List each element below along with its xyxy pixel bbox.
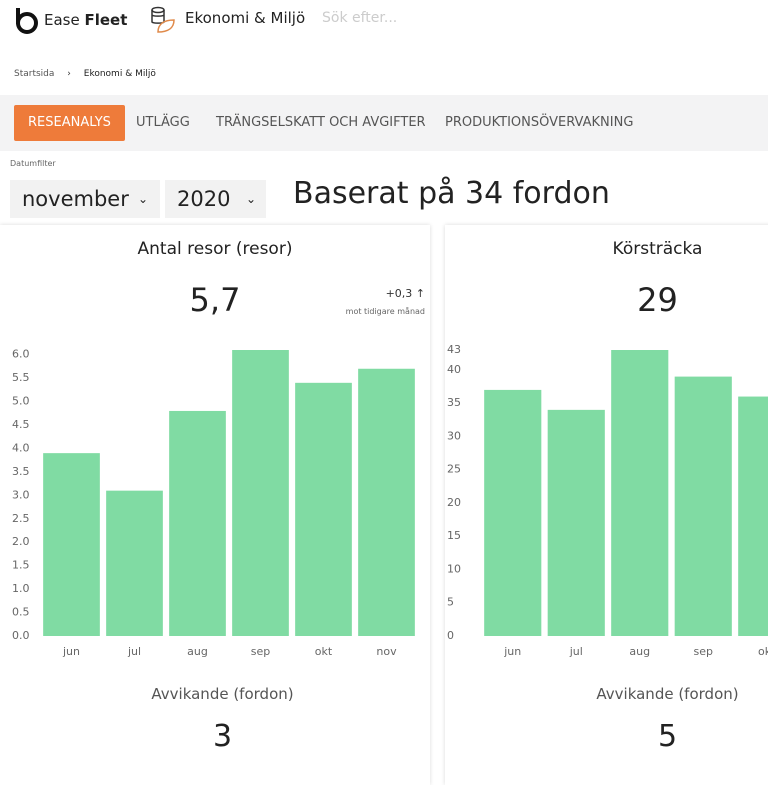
- breadcrumb: Startsida › Ekonomi & Miljö: [14, 69, 156, 79]
- y-tick-label: 5.0: [12, 395, 30, 408]
- x-tick-label: jul: [127, 645, 141, 658]
- y-tick-label: 6.0: [12, 348, 30, 361]
- bar: [169, 410, 226, 636]
- kpi-value: 29: [637, 281, 678, 319]
- x-tick-label: sep: [251, 645, 270, 658]
- search-input[interactable]: Sök efter...: [322, 10, 398, 26]
- x-tick-label: okt: [758, 645, 768, 658]
- panel-title: Körsträcka: [612, 239, 703, 259]
- y-tick-label: 40: [447, 363, 461, 376]
- x-tick-label: jun: [62, 645, 80, 658]
- summary-heading: Baserat på 34 fordon: [293, 176, 610, 211]
- month-value: november: [22, 187, 129, 211]
- tab[interactable]: TRÄNGSELSKATT OCH AVGIFTER: [216, 115, 426, 130]
- y-tick-label: 15: [447, 529, 461, 542]
- bar: [484, 389, 542, 636]
- bar: [295, 382, 352, 636]
- bar: [674, 376, 732, 636]
- deviation-value: 5: [657, 719, 678, 754]
- y-tick-label: 25: [447, 463, 461, 476]
- y-tick-label: 3.5: [12, 465, 30, 478]
- deviation-value: 3: [212, 719, 233, 754]
- bar: [611, 350, 669, 636]
- bar: [358, 368, 415, 636]
- x-tick-label: sep: [694, 645, 713, 658]
- deviation-label: Avvikande (fordon): [596, 685, 739, 703]
- brand-light: Ease: [44, 11, 80, 29]
- month-select[interactable]: november ⌄: [10, 180, 160, 218]
- x-tick-label: jul: [569, 645, 583, 658]
- top-bar: Ease Fleet Ekonomi & Miljö Sök efter...: [0, 0, 768, 50]
- y-tick-label: 2.0: [12, 535, 30, 548]
- breadcrumb-link[interactable]: Startsida: [14, 69, 55, 79]
- bar: [232, 350, 289, 636]
- module-icon: [151, 6, 175, 33]
- y-tick-label: 0.5: [12, 606, 30, 619]
- panel-title: Antal resor (resor): [137, 239, 293, 259]
- x-tick-label: aug: [629, 645, 650, 658]
- tab-bar: RESEANALYS UTLÄGG TRÄNGSELSKATT OCH AVGI…: [0, 95, 768, 151]
- bar-chart: 0 5 10 15 20 25 30 35 40 43 jun jul aug sep okt: [447, 343, 768, 658]
- year-select[interactable]: 2020 ⌄: [165, 180, 266, 218]
- breadcrumb-current: Ekonomi & Miljö: [83, 69, 156, 79]
- filter-label: Datumfilter: [10, 159, 56, 168]
- panel: Körsträcka 29 0 5 10 15 20 25 30 35 40 43 jun jul au…: [445, 225, 768, 785]
- y-tick-label: 5.5: [12, 371, 30, 384]
- y-tick-label: 4.5: [12, 418, 30, 431]
- kpi-value: 5,7: [189, 281, 241, 319]
- deviation-label: Avvikande (fordon): [151, 685, 294, 703]
- y-tick-label: 35: [447, 396, 461, 409]
- year-value: 2020: [177, 187, 231, 211]
- tab[interactable]: RESEANALYS: [14, 105, 125, 141]
- panel: Antal resor (resor) 5,7 +0,3 ↑ mot tidig…: [0, 225, 430, 785]
- y-tick-label: 1.5: [12, 559, 30, 572]
- module-name[interactable]: Ekonomi & Miljö: [185, 9, 306, 27]
- y-tick-label: 43: [447, 343, 461, 356]
- kpi-change: +0,3 ↑: [385, 287, 425, 300]
- y-tick-label: 10: [447, 562, 461, 575]
- tab[interactable]: UTLÄGG: [136, 115, 190, 130]
- bar: [106, 490, 163, 636]
- brand-bold: Fleet: [84, 11, 128, 29]
- page: Ease Fleet Ekonomi & Miljö Sök efter... …: [0, 0, 768, 754]
- x-tick-label: okt: [315, 645, 333, 658]
- y-tick-label: 20: [447, 496, 461, 509]
- bar-chart: 0.0 0.5 1.0 1.5 2.0 2.5 3.0 3.5 4.0 4.5 5.0 5.5 6.0 j…: [12, 348, 415, 658]
- x-tick-label: nov: [376, 645, 397, 658]
- bar: [547, 409, 605, 636]
- y-tick-label: 2.5: [12, 512, 30, 525]
- tab[interactable]: PRODUKTIONSÖVERVAKNING: [445, 115, 634, 130]
- y-tick-label: 30: [447, 429, 461, 442]
- y-tick-label: 0.0: [12, 629, 30, 642]
- bar: [738, 396, 768, 636]
- y-tick-label: 1.0: [12, 582, 30, 595]
- x-tick-label: aug: [187, 645, 208, 658]
- x-tick-label: jun: [503, 645, 521, 658]
- brand: Ease Fleet: [44, 11, 127, 29]
- kpi-change-note: mot tidigare månad: [345, 307, 425, 316]
- brand-logo: [16, 8, 38, 34]
- y-tick-label: 0: [447, 629, 454, 642]
- bar: [43, 453, 100, 636]
- y-tick-label: 5: [447, 596, 454, 609]
- y-tick-label: 3.0: [12, 488, 30, 501]
- y-tick-label: 4.0: [12, 441, 30, 454]
